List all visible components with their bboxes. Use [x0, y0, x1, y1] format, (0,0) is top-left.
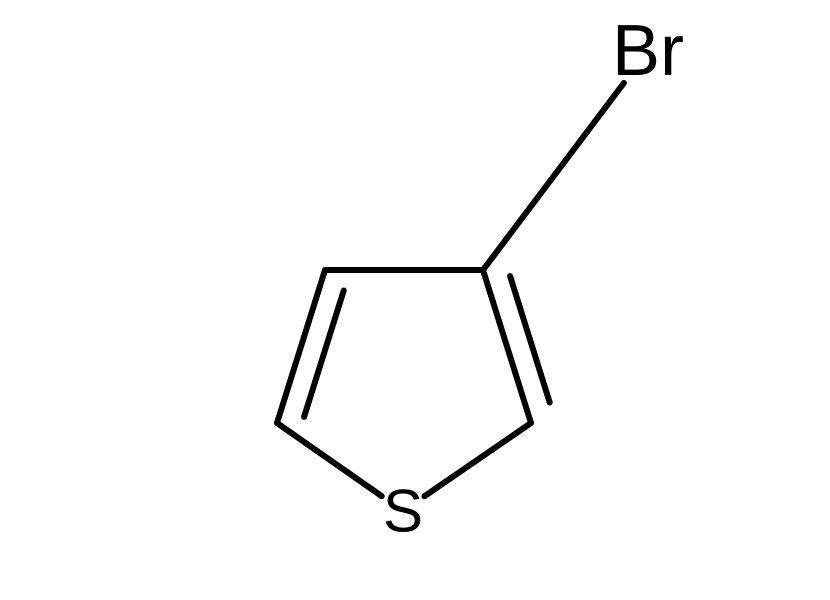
bond-layer	[277, 83, 624, 496]
atom-label-br: Br	[612, 10, 684, 92]
atom-label-s: S	[383, 477, 423, 546]
